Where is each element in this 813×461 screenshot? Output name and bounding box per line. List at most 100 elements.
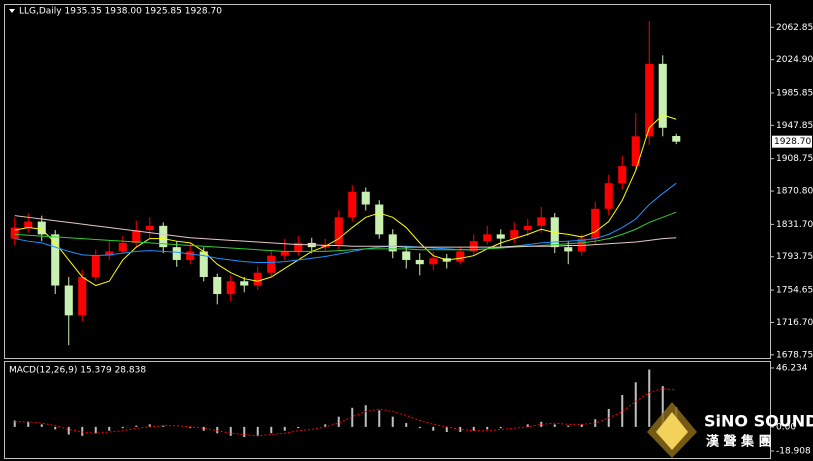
macd-bar [324, 424, 327, 427]
macd-bar [202, 426, 205, 431]
y-tick-label: 2062.85 [776, 23, 813, 33]
macd-bar [459, 426, 462, 432]
moving-average [14, 215, 677, 248]
macd-bar [418, 426, 421, 429]
macd-bar [297, 426, 300, 429]
price-label-box [772, 135, 812, 148]
macd-bar [67, 426, 70, 435]
macd-bar [229, 426, 232, 436]
candle-body [186, 251, 195, 260]
candle-body [240, 281, 249, 286]
macd-bar [580, 424, 583, 427]
macd-bar [486, 426, 489, 430]
macd-bar [364, 405, 367, 427]
candle-body [375, 204, 384, 235]
price-label: 1928.70 [774, 137, 811, 147]
candle-body [10, 227, 19, 239]
candle-body [51, 234, 60, 286]
candle-body [37, 221, 46, 235]
y-tick-label: 1985.85 [776, 88, 813, 98]
candle-body [91, 255, 100, 277]
y-tick-label: 1793.75 [776, 252, 813, 262]
candle-body [415, 259, 424, 265]
candle-body [496, 234, 505, 239]
candle-body [469, 241, 478, 252]
macd-bar [243, 426, 246, 438]
candle-body [24, 221, 33, 228]
logo-inner [656, 412, 688, 450]
candle-body [267, 255, 276, 273]
macd-bar [256, 426, 259, 436]
macd-bar [81, 426, 84, 436]
macd-bar [189, 426, 192, 429]
macd-bar [405, 423, 408, 427]
candle-body [78, 276, 87, 316]
macd-bar [27, 421, 30, 427]
macd-bar [621, 395, 624, 427]
macd-bar [472, 426, 475, 431]
macd-bar [337, 416, 340, 427]
candle-body [334, 217, 343, 245]
macd-bar [432, 426, 435, 431]
candle-body [348, 191, 357, 218]
candle-body [294, 242, 303, 252]
candle-body [226, 281, 235, 295]
macd-bar [634, 382, 637, 427]
macd-bar [148, 424, 151, 427]
candle-body [564, 247, 573, 252]
candle-body [159, 225, 168, 248]
candle-body [672, 136, 681, 142]
candle-body [388, 234, 397, 252]
y-tick-label: 1716.70 [776, 318, 813, 328]
y-tick-label: 1947.85 [776, 121, 813, 131]
y-tick-label: 1754.65 [776, 286, 813, 296]
candle-body [64, 285, 73, 316]
candle-body [510, 230, 519, 239]
candle-body [118, 242, 127, 252]
macd-bar [283, 426, 286, 431]
y-tick-label: 1678.75 [776, 350, 813, 360]
candle-body [199, 251, 208, 277]
macd-bar [378, 410, 381, 427]
y-tick-label: 1870.80 [776, 187, 813, 197]
macd-bar [499, 426, 502, 429]
logo: SiNO SOUND 漢 聲 集 團 [647, 402, 813, 458]
candle-body [429, 258, 438, 265]
candle-body [361, 191, 370, 205]
candle-body [658, 63, 667, 128]
candle-body [618, 166, 627, 184]
y-tick-label: 0.00 [776, 422, 796, 432]
y-tick-label: 1908.75 [776, 154, 813, 164]
candle-body [280, 251, 289, 256]
macd-bar [351, 407, 354, 427]
candle-body [213, 276, 222, 295]
candle-body [456, 251, 465, 262]
macd-bar [121, 426, 124, 429]
macd-bar [445, 426, 448, 432]
candle-body [105, 251, 114, 256]
candle-body [483, 234, 492, 242]
macd-bar [216, 426, 219, 434]
panel-arrow [9, 9, 15, 13]
logo-name: SiNO SOUND [704, 412, 813, 431]
main-panel [4, 4, 771, 359]
macd-bar [648, 369, 651, 427]
moving-average [14, 114, 677, 287]
macd-bar [40, 424, 43, 427]
macd-bar [567, 425, 570, 427]
macd-panel [4, 361, 771, 459]
moving-average [14, 211, 677, 252]
macd-bar [162, 425, 165, 427]
candle-body [604, 183, 613, 209]
macd-signal [14, 388, 677, 437]
macd-bar [526, 424, 529, 427]
candle-body [645, 63, 654, 137]
logo-sub: 漢 聲 集 團 [706, 434, 772, 450]
macd-bar [540, 421, 543, 427]
macd-bar [270, 426, 273, 434]
candle-body [537, 217, 546, 226]
y-tick-label: 2024.90 [776, 55, 813, 65]
macd-title: MACD(12,26,9) 15.379 28.838 [9, 366, 146, 376]
